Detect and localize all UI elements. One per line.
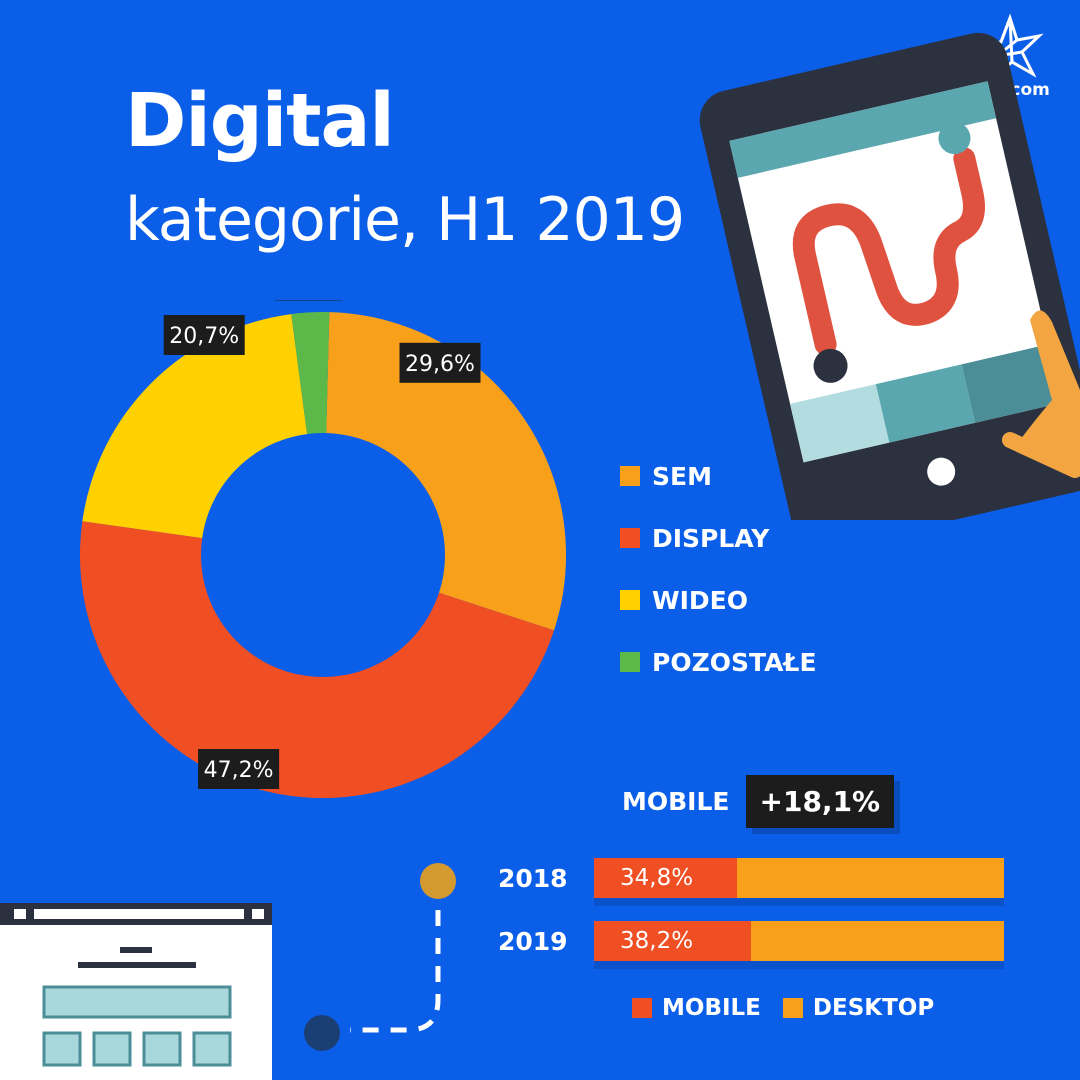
legend-item-display: DISPLAY xyxy=(620,507,817,569)
bar-legend-item-mobile: MOBILE xyxy=(632,995,761,1021)
bar-row-2019: 2019 38,2% xyxy=(498,921,1004,961)
bar-desktop: 38,2% xyxy=(594,921,1004,961)
legend-label: POZOSTAŁE xyxy=(652,647,817,677)
legend-swatch xyxy=(620,590,640,610)
mobile-growth-value: +18,1% xyxy=(745,775,895,828)
donut-value-label: 29,6% xyxy=(399,342,481,383)
donut-legend: SEM DISPLAY WIDEO POZOSTAŁE xyxy=(620,445,817,693)
legend-swatch xyxy=(620,652,640,672)
legend-label: WIDEO xyxy=(652,585,748,615)
page-title: Digital xyxy=(125,78,395,164)
bar-legend-item-desktop: DESKTOP xyxy=(782,995,935,1021)
bar-category-label: 2018 xyxy=(498,863,568,893)
donut-value-text: 20,7% xyxy=(169,324,239,349)
donut-value-label: 47,2% xyxy=(198,749,280,789)
bar-row-2018: 2018 34,8% xyxy=(498,858,1004,898)
bar-value-label: 34,8% xyxy=(620,865,694,891)
legend-swatch xyxy=(782,998,803,1018)
legend-swatch xyxy=(620,528,640,548)
donut-value-label: 20,7% xyxy=(163,315,245,355)
tablet-illustration xyxy=(699,32,1080,520)
legend-swatch xyxy=(632,998,652,1018)
timeline-decoration xyxy=(304,863,456,1051)
legend-item-pozostale: POZOSTAŁE xyxy=(620,631,817,693)
bar-desktop: 34,8% xyxy=(594,858,1004,898)
bar-category-label: 2019 xyxy=(498,926,568,956)
browser-window-illustration xyxy=(0,903,272,1080)
legend-label: DESKTOP xyxy=(812,995,935,1021)
legend-swatch xyxy=(620,466,640,486)
bar-value-label: 38,2% xyxy=(620,928,694,954)
bar-mobile: 34,8% xyxy=(594,858,737,898)
donut-value-text: 47,2% xyxy=(204,758,274,783)
mobile-growth-callout: MOBILE +18,1% xyxy=(622,775,895,828)
donut-value-text: 29,6% xyxy=(405,352,475,377)
legend-item-sem: SEM xyxy=(620,445,817,507)
page-subtitle: kategorie, H1 2019 xyxy=(125,185,685,255)
bar-mobile: 38,2% xyxy=(594,921,751,961)
category-donut-chart: 29,6%47,2%20,7%2,5% xyxy=(79,300,567,799)
legend-label: SEM xyxy=(652,461,712,491)
legend-label: DISPLAY xyxy=(652,523,770,553)
legend-label: MOBILE xyxy=(662,995,761,1021)
legend-item-wideo: WIDEO xyxy=(620,569,817,631)
bar-legend: MOBILE DESKTOP xyxy=(632,995,956,1021)
mobile-growth-label: MOBILE xyxy=(622,787,730,816)
